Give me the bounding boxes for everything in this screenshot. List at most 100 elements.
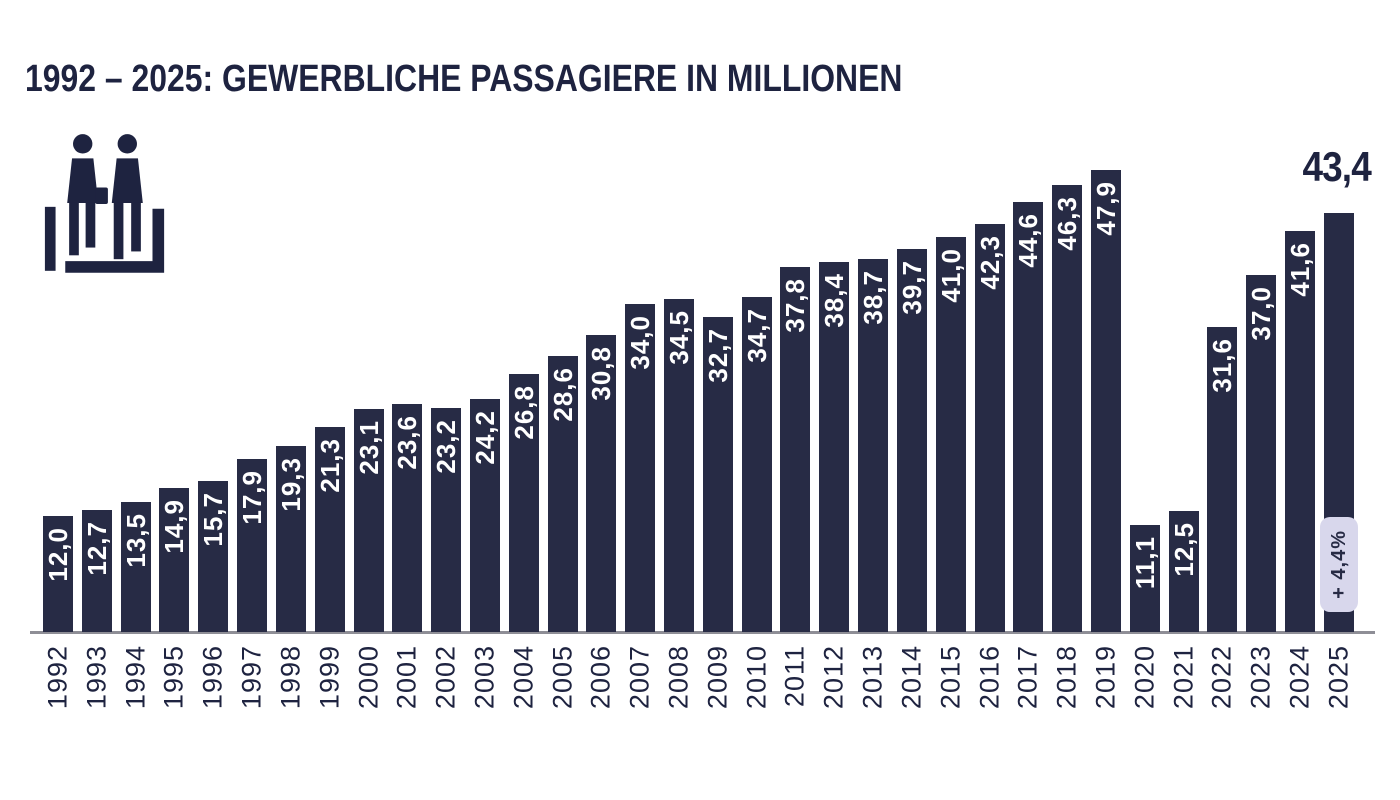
x-tick-2017: 2017 — [1012, 645, 1043, 710]
bar-2020: 11,1 — [1129, 525, 1160, 632]
bar-column-2009: 32,7 2009 — [702, 170, 733, 709]
bar-value-label-2009: 32,7 — [702, 328, 733, 383]
x-tick-1994: 1994 — [120, 645, 151, 710]
bar-column-2003: 24,2 2003 — [469, 170, 500, 709]
x-tick-1998: 1998 — [275, 645, 306, 710]
bar-value-label-2002: 23,2 — [431, 419, 462, 474]
bar-column-1994: 13,5 1994 — [120, 170, 151, 709]
x-tick-1997: 1997 — [236, 645, 267, 710]
bar-column-1998: 19,3 1998 — [275, 170, 306, 709]
bar-chart: 12,0 1992 12,7 1993 13,5 1994 14,9 1995 15,7 1996… — [43, 143, 1372, 709]
x-tick-2011: 2011 — [779, 645, 810, 708]
bar-2011: 37,8 — [780, 267, 811, 632]
bar-value-label-2021: 12,5 — [1168, 522, 1199, 577]
x-tick-2012: 2012 — [818, 645, 849, 710]
bar-column-2015: 41,0 2015 — [935, 170, 966, 709]
x-tick-2023: 2023 — [1245, 645, 1276, 710]
bar-2005: 28,6 — [547, 356, 578, 632]
bar-1993: 12,7 — [81, 510, 112, 632]
bar-2017: 44,6 — [1013, 202, 1044, 632]
bar-value-label-1997: 17,9 — [237, 470, 268, 525]
bar-column-2018: 46,3 2018 — [1052, 170, 1083, 709]
bar-2019: 47,9 — [1090, 170, 1121, 632]
x-tick-2025: 2025 — [1323, 645, 1354, 710]
x-axis-line — [30, 631, 1375, 634]
bar-column-1992: 12,0 1992 — [43, 170, 73, 709]
bar-value-label-2010: 34,7 — [741, 308, 772, 363]
x-tick-1999: 1999 — [314, 645, 345, 710]
bar-column-2017: 44,6 2017 — [1013, 170, 1044, 709]
bar-2000: 23,1 — [353, 409, 384, 632]
bar-2012: 38,4 — [819, 262, 850, 632]
bar-value-label-2023: 37,0 — [1246, 286, 1277, 341]
x-tick-2020: 2020 — [1129, 645, 1160, 710]
bar-value-label-1999: 21,3 — [314, 438, 345, 493]
bar-2018: 46,3 — [1052, 185, 1083, 632]
x-tick-2015: 2015 — [935, 645, 966, 710]
bar-2006: 30,8 — [586, 335, 617, 632]
x-tick-2013: 2013 — [857, 645, 888, 710]
bar-column-2022: 31,6 2022 — [1207, 170, 1238, 709]
bar-value-label-2003: 24,2 — [469, 410, 500, 465]
bar-column-2023: 37,0 2023 — [1246, 170, 1277, 709]
bar-value-label-2015: 41,0 — [935, 248, 966, 303]
bar-1998: 19,3 — [275, 446, 306, 632]
bar-1994: 13,5 — [120, 502, 151, 632]
bar-column-2004: 26,8 2004 — [508, 170, 539, 709]
change-badge-label: + 4,4% — [1327, 530, 1350, 599]
bar-value-label-1993: 12,7 — [81, 521, 112, 576]
bar-2009: 32,7 — [702, 317, 733, 632]
bar-2023: 37,0 — [1246, 275, 1277, 632]
bar-2021: 12,5 — [1168, 511, 1199, 632]
highlight-value-label: 43,4 — [1302, 143, 1371, 190]
bar-2002: 23,2 — [431, 408, 462, 632]
bar-column-2001: 23,6 2001 — [392, 170, 423, 709]
bar-1999: 21,3 — [314, 427, 345, 632]
x-tick-2018: 2018 — [1051, 645, 1082, 710]
x-tick-2002: 2002 — [430, 645, 461, 710]
bar-value-label-2024: 41,6 — [1285, 242, 1315, 297]
bar-value-label-2018: 46,3 — [1052, 196, 1083, 251]
bar-column-1996: 15,7 1996 — [198, 170, 229, 709]
bar-value-label-1995: 14,9 — [159, 499, 190, 554]
bar-column-1993: 12,7 1993 — [81, 170, 112, 709]
bar-value-label-1996: 15,7 — [198, 492, 229, 547]
x-tick-2019: 2019 — [1090, 645, 1121, 710]
bar-1997: 17,9 — [237, 459, 268, 632]
bar-1996: 15,7 — [198, 481, 229, 632]
bar-column-2019: 47,9 2019 — [1090, 170, 1121, 709]
bar-2022: 31,6 — [1207, 327, 1238, 632]
x-tick-2005: 2005 — [547, 645, 578, 710]
bar-column-2013: 38,7 2013 — [858, 170, 889, 709]
x-tick-2003: 2003 — [469, 645, 500, 710]
bar-2003: 24,2 — [469, 399, 500, 632]
x-tick-2009: 2009 — [702, 645, 733, 710]
bar-value-label-2004: 26,8 — [508, 385, 539, 440]
bar-value-label-2001: 23,6 — [392, 415, 423, 470]
bar-column-1995: 14,9 1995 — [159, 170, 190, 709]
bar-value-label-2006: 30,8 — [586, 346, 617, 401]
bar-2015: 41,0 — [935, 237, 966, 632]
x-tick-2016: 2016 — [974, 645, 1004, 710]
bar-column-2020: 11,1 2020 — [1129, 170, 1160, 709]
bar-value-label-2011: 37,8 — [780, 278, 811, 333]
bar-value-label-2016: 42,3 — [974, 235, 1005, 290]
bar-2004: 26,8 — [508, 374, 539, 632]
x-tick-2022: 2022 — [1206, 645, 1237, 710]
bar-value-label-2013: 38,7 — [858, 270, 889, 325]
bar-column-2025: 43,4 + 4,4% 2025 — [1302, 143, 1371, 709]
x-tick-1992: 1992 — [42, 645, 73, 710]
x-tick-2024: 2024 — [1284, 645, 1315, 710]
x-tick-2000: 2000 — [353, 645, 383, 710]
bar-value-label-2017: 44,6 — [1013, 213, 1044, 268]
x-tick-2001: 2001 — [391, 645, 422, 710]
x-tick-2004: 2004 — [508, 645, 539, 710]
bar-column-2007: 34,0 2007 — [625, 170, 656, 709]
bar-column-2002: 23,2 2002 — [431, 170, 462, 709]
bar-value-label-2019: 47,9 — [1090, 181, 1121, 236]
bar-value-label-1998: 19,3 — [275, 457, 306, 512]
x-tick-2008: 2008 — [663, 645, 694, 710]
bar-column-2016: 42,3 2016 — [974, 170, 1005, 709]
bar-column-2024: 41,6 2024 — [1285, 170, 1315, 709]
